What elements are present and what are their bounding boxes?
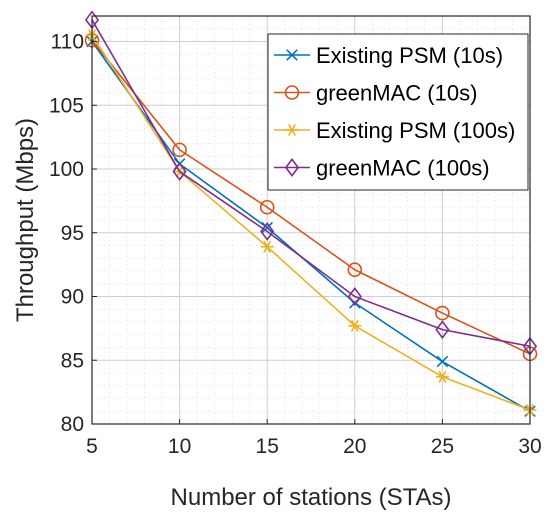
- data-point: [435, 320, 450, 340]
- series-line: [91, 19, 531, 348]
- legend-marker: [285, 123, 299, 137]
- legend-marker: [286, 49, 298, 61]
- x-tick-label: 25: [431, 435, 454, 458]
- data-point: [347, 262, 363, 278]
- y-axis-title: Throughput (Mbps): [12, 118, 39, 322]
- legend-label: Existing PSM (10s): [316, 43, 503, 68]
- x-tick-label: 20: [343, 435, 366, 458]
- legend-label: Existing PSM (100s): [316, 118, 515, 143]
- series-line: [91, 34, 531, 411]
- y-axis-ticks: 80 85 90 95 100 105 110: [49, 31, 97, 436]
- y-tick-label: 100: [49, 158, 84, 181]
- x-tick-label: 15: [256, 435, 279, 458]
- y-tick-label: 90: [61, 286, 84, 309]
- x-axis-ticks: 5 10 15 20 25 30: [86, 419, 542, 458]
- data-point: [436, 355, 449, 368]
- series-layer: [84, 10, 538, 418]
- y-tick-label: 80: [61, 413, 84, 436]
- data-point: [348, 319, 362, 332]
- y-tick-label: 110: [51, 31, 84, 54]
- legend: Existing PSM (10s) greenMAC (10s) Existing…: [267, 33, 529, 191]
- data-point: [259, 199, 275, 215]
- data-point: [261, 221, 273, 234]
- x-tick-label: 30: [518, 435, 541, 458]
- legend-entry: Existing PSM (10s): [274, 43, 503, 68]
- series-1: [86, 35, 536, 418]
- data-point: [435, 305, 450, 321]
- legend-entry: greenMAC (10s): [274, 81, 477, 106]
- data-point: [435, 370, 449, 383]
- series-line: [91, 39, 531, 355]
- x-tick-label: 10: [168, 435, 191, 458]
- data-point: [172, 162, 187, 182]
- data-point: [260, 222, 275, 241]
- y-tick-label: 105: [49, 94, 84, 117]
- data-point: [172, 142, 187, 158]
- data-point: [347, 287, 362, 306]
- legend-entry: greenMAC (100s): [274, 156, 490, 181]
- plot-frame: [91, 15, 531, 425]
- legend-label: greenMAC (10s): [316, 81, 477, 106]
- legend-label: greenMAC (100s): [316, 156, 490, 181]
- data-point: [260, 240, 274, 253]
- legend-box: [267, 33, 529, 191]
- x-axis-title: Number of stations (STAs): [171, 484, 452, 511]
- y-tick-label: 95: [61, 222, 84, 245]
- legend-entry: Existing PSM (100s): [274, 118, 515, 143]
- legend-marker: [284, 85, 300, 100]
- series-line: [91, 41, 531, 412]
- x-tick-label: 5: [86, 435, 98, 458]
- legend-marker: [284, 158, 300, 177]
- y-tick-label: 85: [61, 349, 84, 372]
